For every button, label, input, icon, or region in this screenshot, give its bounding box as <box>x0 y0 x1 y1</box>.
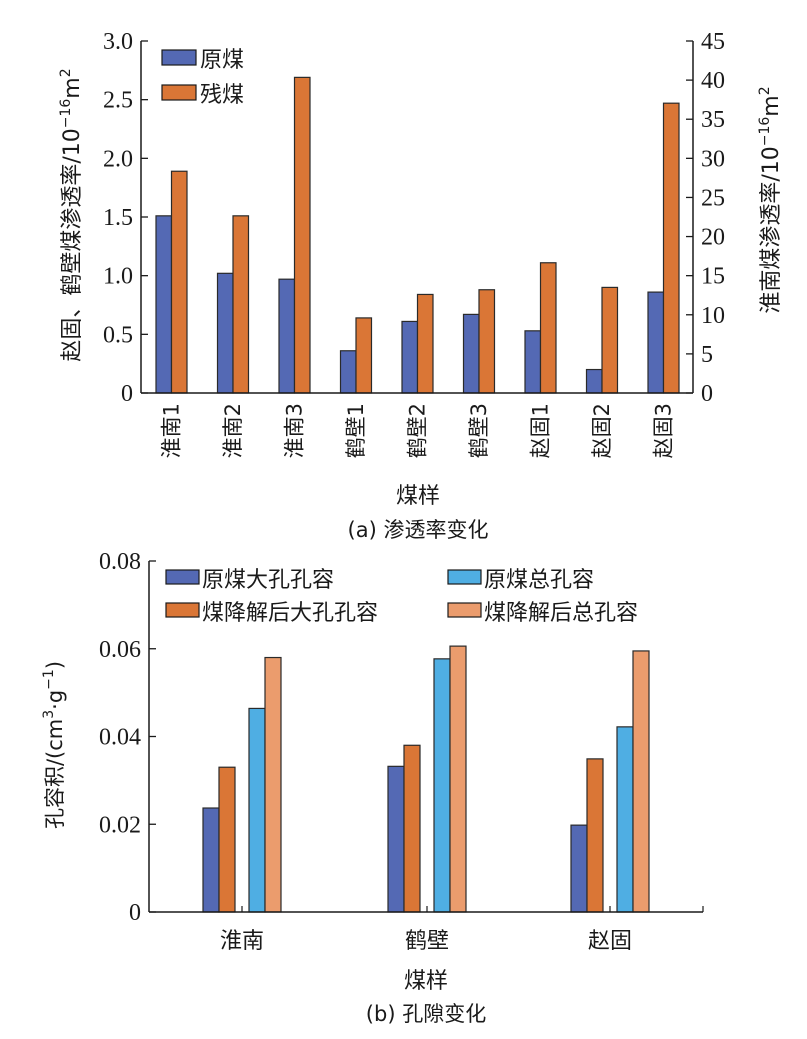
right-y-tick-label: 20 <box>701 225 725 251</box>
chart-a-right-ticks: 0 5 10 15 20 25 30 35 40 45 <box>686 29 725 407</box>
right-y-tick-label: 10 <box>701 303 725 329</box>
y-tick-label: 0.06 <box>99 637 141 663</box>
chart-a-category-labels: 淮南1 淮南2 淮南3 鹤壁1 鹤壁2 鹤壁3 赵固1 赵固2 赵固3 <box>160 403 676 458</box>
chart-b-caption: (b) 孔隙变化 <box>366 1002 486 1026</box>
chart-a-caption: (a) 渗透率变化 <box>348 518 489 542</box>
chart-b-category-labels: 淮南 鹤壁 赵固 <box>220 929 632 954</box>
bar-raw-1 <box>155 215 173 394</box>
right-y-tick-label: 35 <box>701 107 725 133</box>
bar-residual-8 <box>601 286 619 394</box>
legend-label-degraded-macropore: 煤降解后大孔孔容 <box>202 601 378 626</box>
category-label: 淮南 <box>220 929 264 954</box>
legend-label-degraded-total: 煤降解后总孔容 <box>484 601 638 626</box>
right-y-tick-label: 5 <box>701 342 713 368</box>
bar-raw-3 <box>278 278 296 394</box>
bar-raw-7 <box>524 330 542 394</box>
y-tick-label: 2.0 <box>103 146 133 172</box>
bar-raw-macropore-3 <box>570 824 588 913</box>
chart-a-left-axis-title: 赵固、鹤壁煤渗透率/10−16m2 <box>58 68 85 361</box>
right-y-tick-label: 30 <box>701 146 725 172</box>
chart-a-right-axis-title: 淮南煤渗透率/10−16m2 <box>757 86 784 313</box>
category-label: 鹤壁 <box>405 929 449 954</box>
chart-b-pore-volume: 0 0.02 0.04 0.06 0.08 淮南 鹤壁 赵固 原煤大孔孔容 煤降解后大孔孔容… <box>41 549 704 1026</box>
bar-degraded-macropore-1 <box>218 766 236 913</box>
category-label: 赵固1 <box>529 403 553 458</box>
y-tick-label: 0.04 <box>99 725 141 751</box>
chart-b-y-axis-title: 孔容积/(cm3·g−1) <box>41 661 67 829</box>
bar-residual-9 <box>662 102 680 394</box>
bar-raw-9 <box>647 291 665 394</box>
bar-degraded-macropore-2 <box>403 744 421 913</box>
category-label: 赵固 <box>588 929 632 954</box>
bar-raw-4 <box>339 350 357 394</box>
bar-raw-total-3 <box>616 726 634 913</box>
chart-a-left-ticks: 0 0.5 1.0 1.5 2.0 2.5 3.0 <box>103 29 148 407</box>
y-tick-label: 1.0 <box>103 264 133 290</box>
category-label: 淮南2 <box>221 403 245 458</box>
chart-b-x-axis-title: 煤样 <box>404 969 448 994</box>
y-tick-label: 0 <box>121 381 133 407</box>
legend-label-raw-coal: 原煤 <box>200 48 244 73</box>
bar-residual-3 <box>293 76 311 394</box>
y-tick-label: 2.5 <box>103 88 133 114</box>
chart-b-bars <box>202 645 650 913</box>
chart-a-x-axis-title: 煤样 <box>396 484 440 509</box>
chart-b-x-ticks <box>241 906 704 912</box>
y-tick-label: 1.5 <box>103 205 133 231</box>
category-label: 鹤壁1 <box>344 403 368 458</box>
legend-swatch-raw-total <box>447 569 482 585</box>
bar-residual-4 <box>355 317 373 394</box>
bar-degraded-macropore-3 <box>586 758 604 913</box>
y-tick-label: 3.0 <box>103 29 133 55</box>
bar-degraded-total-3 <box>632 650 650 913</box>
bar-raw-macropore-2 <box>387 765 405 913</box>
bar-degraded-total-1 <box>264 656 282 913</box>
chart-a-legend: 原煤 残煤 <box>161 48 244 108</box>
legend-label-residual-coal: 残煤 <box>200 83 244 108</box>
y-tick-label: 0.02 <box>99 812 141 838</box>
legend-swatch-residual-coal <box>161 84 197 101</box>
bar-raw-8 <box>585 368 603 394</box>
legend-swatch-raw-macropore <box>165 569 200 585</box>
bar-residual-2 <box>232 215 250 394</box>
y-tick-label: 0.5 <box>103 322 133 348</box>
bar-residual-6 <box>478 289 496 394</box>
y-tick-label: 0 <box>129 900 141 926</box>
chart-a-permeability: 0 0.5 1.0 1.5 2.0 2.5 3.0 0 5 10 15 20 25 30 35 40 45 淮… <box>58 29 784 542</box>
bar-residual-7 <box>539 262 557 394</box>
chart-b-legend: 原煤大孔孔容 煤降解后大孔孔容 原煤总孔容 煤降解后总孔容 <box>165 568 638 626</box>
chart-b-y-ticks: 0 0.02 0.04 0.06 0.08 <box>99 549 156 926</box>
category-label: 淮南3 <box>283 403 307 458</box>
legend-swatch-degraded-macropore <box>165 602 200 618</box>
right-y-tick-label: 40 <box>701 68 725 94</box>
category-label: 鹤壁2 <box>406 403 430 458</box>
y-tick-label: 0.08 <box>99 549 141 575</box>
right-y-tick-label: 25 <box>701 185 725 211</box>
right-y-tick-label: 45 <box>701 29 725 55</box>
bar-raw-macropore-1 <box>202 807 220 913</box>
bar-residual-5 <box>416 293 434 394</box>
bar-raw-2 <box>216 272 234 394</box>
category-label: 淮南1 <box>160 403 184 458</box>
bar-raw-total-2 <box>433 658 451 913</box>
bar-degraded-total-2 <box>449 645 467 913</box>
category-label: 鹤壁3 <box>467 403 491 458</box>
chart-a-bars <box>155 76 680 394</box>
bar-raw-5 <box>401 320 419 394</box>
right-y-tick-label: 15 <box>701 264 725 290</box>
bar-raw-total-1 <box>248 707 266 913</box>
category-label: 赵固2 <box>590 403 614 458</box>
bar-residual-1 <box>170 170 188 394</box>
legend-label-raw-total: 原煤总孔容 <box>484 568 594 593</box>
category-label: 赵固3 <box>652 403 676 458</box>
right-y-tick-label: 0 <box>701 381 713 407</box>
legend-swatch-degraded-total <box>447 602 482 618</box>
legend-swatch-raw-coal <box>161 49 197 66</box>
legend-label-raw-macropore: 原煤大孔孔容 <box>202 568 334 593</box>
bar-raw-6 <box>462 313 480 394</box>
